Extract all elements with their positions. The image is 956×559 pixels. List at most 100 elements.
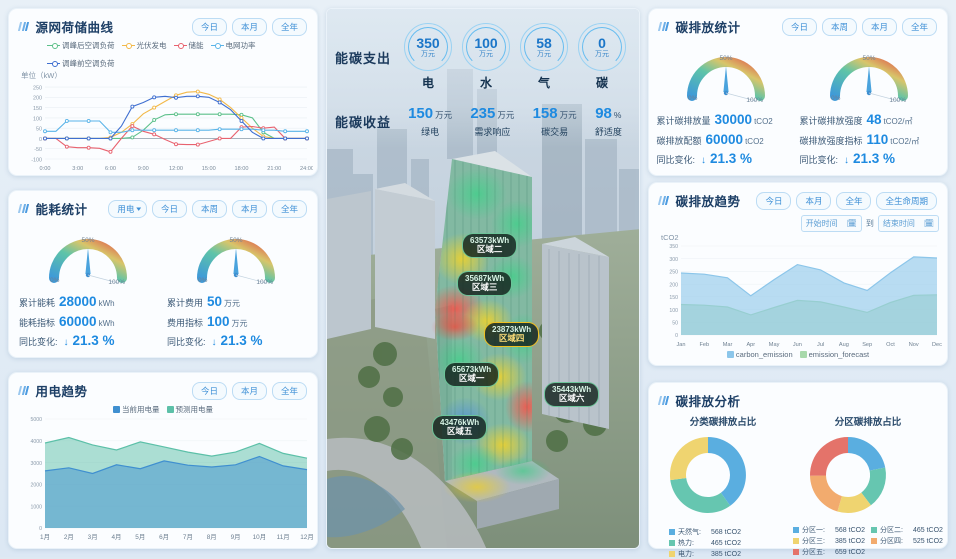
category-legend-item[interactable]: 电力: 385 tCO2 bbox=[669, 549, 741, 559]
curve-unit-label: 单位（kW） bbox=[21, 71, 62, 80]
svg-text:21:00: 21:00 bbox=[267, 166, 281, 172]
svg-text:Jun: Jun bbox=[793, 342, 802, 348]
zone-label[interactable]: 65673kWh 区域一 bbox=[444, 362, 500, 387]
svg-text:12:00: 12:00 bbox=[169, 166, 183, 172]
zone-label[interactable]: 43476kWh 区域五 bbox=[432, 415, 488, 440]
legend-swatch bbox=[870, 527, 877, 533]
legend-swatch bbox=[166, 406, 174, 413]
trend-btn-today[interactable]: 今日 bbox=[191, 381, 227, 400]
zone-legend-item[interactable]: 分区二: 465 tCO2 bbox=[870, 525, 943, 535]
end-date-input[interactable]: 结束时间 🗓 bbox=[877, 215, 939, 232]
curve-btn-today[interactable]: 今日 bbox=[191, 17, 227, 36]
svg-text:-50: -50 bbox=[34, 147, 42, 153]
svg-text:0%: 0% bbox=[688, 95, 698, 102]
zone-legend-item[interactable]: 分区五: 659 tCO2 bbox=[793, 547, 865, 557]
svg-text:9:00: 9:00 bbox=[138, 166, 149, 172]
stat-label: 累计碳排放强度 bbox=[799, 116, 863, 126]
ctrend-btn-year[interactable]: 全年 bbox=[836, 191, 872, 210]
energy-btn-today[interactable]: 今日 bbox=[151, 199, 187, 218]
svg-text:4000: 4000 bbox=[30, 439, 42, 445]
svg-text:0%: 0% bbox=[198, 277, 208, 284]
trend-legend-item[interactable]: 预测用电量 bbox=[166, 404, 213, 415]
gauge-stats: 累计碳排放量 30000 tCO2 碳排放配额 60000 tCO2 同比变化: ↓… bbox=[657, 110, 797, 169]
category-legend-item[interactable]: 热力: 465 tCO2 bbox=[669, 538, 741, 548]
svg-text:50%: 50% bbox=[81, 237, 94, 244]
stat-label: 累计碳排放量 bbox=[656, 116, 711, 126]
svg-text:250: 250 bbox=[33, 85, 42, 91]
svg-text:4月: 4月 bbox=[111, 533, 121, 541]
trend-chart: 0 1000 2000 3000 4000 5000 1月 2月 3月 4月 5月 6月 7月 8月 9月 1… bbox=[9, 415, 317, 543]
trend-btn-year[interactable]: 全年 bbox=[271, 381, 307, 400]
panel-marker-icon bbox=[657, 396, 670, 405]
gauge-stat-row: 碳排放配额 60000 tCO2 bbox=[657, 130, 797, 150]
energy-btn-week[interactable]: 本周 bbox=[191, 199, 227, 218]
svg-text:250: 250 bbox=[669, 270, 678, 276]
svg-text:8月: 8月 bbox=[207, 533, 217, 541]
svg-text:0: 0 bbox=[675, 333, 678, 339]
change-label: 同比变化: bbox=[167, 337, 206, 348]
svg-text:24:00: 24:00 bbox=[300, 166, 313, 172]
trend-down-icon: ↓ bbox=[844, 155, 850, 167]
energy-btn-year[interactable]: 全年 bbox=[271, 199, 307, 218]
legend-marker bbox=[210, 42, 224, 49]
zone-legend-item[interactable]: 分区三: 385 tCO2 bbox=[793, 536, 865, 546]
income-item: 150 万元 绿电 bbox=[408, 105, 452, 138]
curve-legend-item[interactable]: 调峰前空调负荷 bbox=[47, 58, 115, 69]
zone-label[interactable]: 35443kWh 区域六 bbox=[544, 382, 600, 407]
canal-title: 碳排放分析 bbox=[675, 395, 741, 409]
curve-btn-year[interactable]: 全年 bbox=[271, 17, 307, 36]
curve-legend-item[interactable]: 储能 bbox=[173, 40, 204, 51]
ctrend-legend-item[interactable]: carbon_emission bbox=[726, 350, 793, 359]
legend-value: 385 tCO2 bbox=[711, 550, 741, 558]
building-3d-view[interactable]: 能碳支出 350 万元 电 100 万元 水 58 万元 气 0 万元 碳 能碳… bbox=[326, 8, 640, 549]
legend-label: 电力: bbox=[678, 551, 694, 558]
svg-text:50: 50 bbox=[672, 320, 678, 326]
energy-type-select[interactable]: 用电 ▾ bbox=[108, 199, 147, 218]
zone-name: 区域六 bbox=[558, 393, 585, 404]
carbon-btn-today[interactable]: 今日 bbox=[781, 17, 817, 36]
change-label: 同比变化: bbox=[799, 155, 839, 166]
panel-electricity-trend: 用电趋势 今日 本月 全年 当前用电量 预测用电量 0 1000 2000 3000 40… bbox=[8, 372, 318, 549]
ctrend-btn-lifecycle[interactable]: 全生命周期 bbox=[876, 191, 937, 210]
svg-text:Dec: Dec bbox=[932, 342, 942, 348]
expense-ring: 58 万元 bbox=[520, 23, 568, 71]
svg-text:15:00: 15:00 bbox=[202, 166, 216, 172]
expense-item: 350 万元 电 bbox=[404, 23, 452, 91]
ctrend-btn-month[interactable]: 本月 bbox=[796, 191, 832, 210]
gauge-stats: 累计碳排放强度 48 tCO2/㎡ 碳排放强度指标 110 tCO2/㎡ 同比变化:… bbox=[800, 110, 940, 169]
curve-legend-item[interactable]: 电网功率 bbox=[210, 40, 256, 51]
income-unit: 万元 bbox=[559, 110, 577, 120]
energy-btn-month[interactable]: 本月 bbox=[231, 199, 267, 218]
legend-value: 568 tCO2 bbox=[711, 528, 741, 536]
svg-text:1000: 1000 bbox=[30, 504, 42, 510]
svg-text:11月: 11月 bbox=[277, 533, 290, 541]
svg-text:2000: 2000 bbox=[30, 483, 42, 489]
trend-legend-item[interactable]: 当前用电量 bbox=[113, 404, 160, 415]
carbon-gauges: 0% 50% 100% 累计碳排放量 30000 tCO2 碳排放配额 60000 tC… bbox=[649, 38, 947, 169]
trend-btn-month[interactable]: 本月 bbox=[231, 381, 267, 400]
gauge-dial: 0% 50% 100% bbox=[197, 237, 275, 286]
category-legend-item[interactable]: 天然气: 568 tCO2 bbox=[669, 527, 741, 537]
stat-value: 28000 bbox=[59, 294, 97, 309]
ctrend-legend-item[interactable]: emission_forecast bbox=[799, 350, 869, 359]
start-date-input[interactable]: 开始时间 🗓 bbox=[800, 215, 862, 232]
svg-text:Oct: Oct bbox=[886, 342, 895, 348]
carbon-btn-year[interactable]: 全年 bbox=[901, 17, 937, 36]
zone-legend-item[interactable]: 分区一: 568 tCO2 bbox=[793, 525, 865, 535]
svg-text:18:00: 18:00 bbox=[235, 166, 249, 172]
zone-label[interactable]: 23873kWh 区域四 bbox=[484, 322, 540, 347]
donut-slice bbox=[669, 436, 708, 481]
zone-label[interactable]: 63573kWh 区域二 bbox=[462, 233, 518, 258]
center-kpi-overlay: 能碳支出 350 万元 电 100 万元 水 58 万元 气 0 万元 碳 能碳… bbox=[327, 9, 639, 148]
ctrend-btn-today[interactable]: 今日 bbox=[756, 191, 792, 210]
zone-legend-item[interactable]: 分区四: 525 tCO2 bbox=[870, 536, 943, 546]
calendar-icon[interactable]: 🗓 bbox=[846, 219, 857, 228]
gauge-stat-row: 能耗指标 60000 kWh bbox=[19, 312, 159, 332]
curve-legend-item[interactable]: 调峰后空调负荷 bbox=[47, 40, 115, 51]
carbon-btn-month[interactable]: 本月 bbox=[861, 17, 897, 36]
curve-btn-month[interactable]: 本月 bbox=[231, 17, 267, 36]
zone-label[interactable]: 35687kWh 区域三 bbox=[457, 271, 513, 296]
curve-legend-item[interactable]: 光伏发电 bbox=[121, 40, 167, 51]
calendar-icon[interactable]: 🗓 bbox=[923, 219, 934, 228]
carbon-btn-week[interactable]: 本周 bbox=[821, 17, 857, 36]
